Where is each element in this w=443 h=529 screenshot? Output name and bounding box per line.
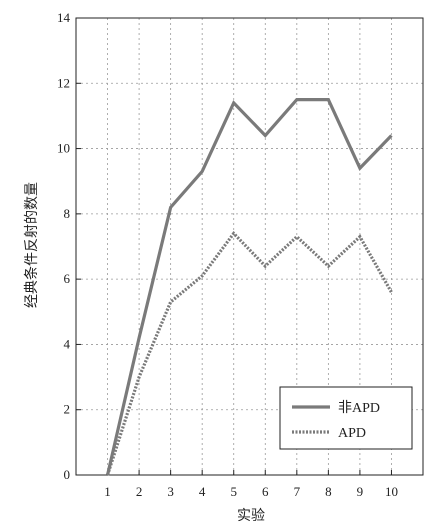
y-tick-label: 0 xyxy=(64,467,71,482)
x-tick-label: 10 xyxy=(385,484,398,499)
legend-box xyxy=(279,386,413,450)
y-axis-title: 经典条件反射的数量 xyxy=(23,182,40,308)
series-line-non-apd xyxy=(105,98,393,476)
x-tick-label: 4 xyxy=(199,484,206,499)
x-tick-label: 6 xyxy=(262,484,269,499)
y-tick-label: 14 xyxy=(57,10,71,25)
legend-label: 非APD xyxy=(338,400,380,416)
plot-frame xyxy=(75,17,424,476)
legend: 非APD APD xyxy=(279,386,413,450)
series xyxy=(105,98,393,476)
series-line-apd xyxy=(106,230,393,476)
x-axis-title: 实验 xyxy=(237,508,265,524)
legend-label: APD xyxy=(338,426,366,441)
x-tick-label: 1 xyxy=(104,484,111,499)
x-tick-label: 3 xyxy=(167,484,174,499)
y-tick-label: 4 xyxy=(64,336,71,351)
x-tick-label: 5 xyxy=(230,484,237,499)
y-tick-label: 8 xyxy=(64,206,71,221)
y-tick-label: 10 xyxy=(57,141,70,156)
y-tick-label: 2 xyxy=(64,402,71,417)
x-tick-label: 7 xyxy=(294,484,301,499)
x-tick-label: 8 xyxy=(325,484,332,499)
y-tick-label: 12 xyxy=(57,75,70,90)
y-tick-label: 6 xyxy=(64,271,71,286)
x-tick-label: 9 xyxy=(357,484,364,499)
x-tick-label: 2 xyxy=(136,484,143,499)
